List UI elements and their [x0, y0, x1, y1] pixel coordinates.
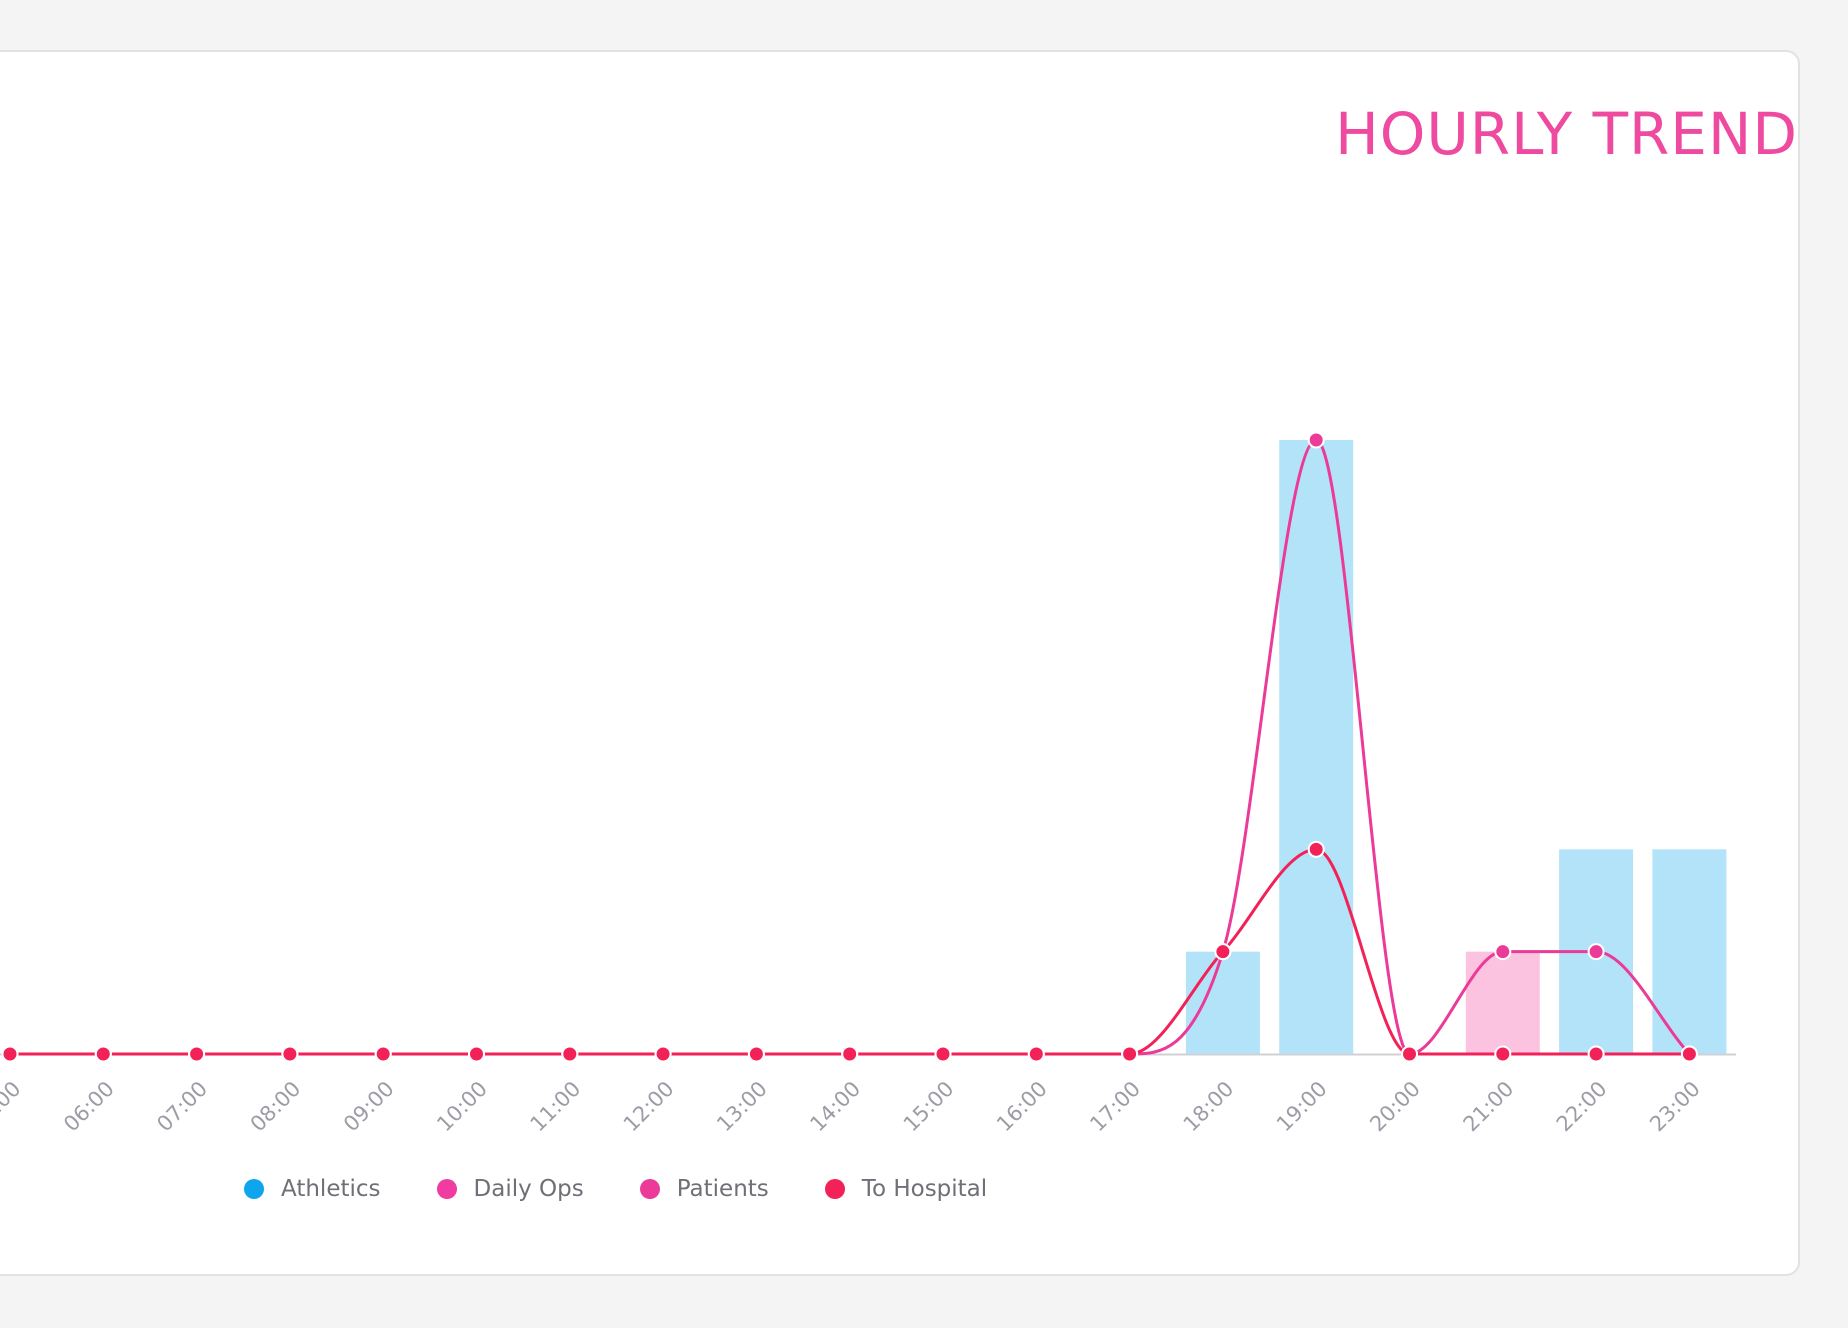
point-to-hospital-0600[interactable]	[94, 1045, 112, 1063]
x-tick-label: 19:00	[1272, 1077, 1332, 1137]
line-to-hospital	[10, 847, 1690, 1056]
x-tick-label: 10:00	[432, 1077, 492, 1137]
point-to-hospital-1800[interactable]	[1214, 943, 1232, 961]
point-to-hospital-2100[interactable]	[1494, 1045, 1512, 1063]
x-tick-label: 13:00	[712, 1077, 772, 1137]
x-tick-label: 17:00	[1085, 1077, 1145, 1137]
x-tick-label: 22:00	[1552, 1077, 1612, 1137]
line-layer	[10, 438, 1691, 1056]
x-tick-label: 07:00	[152, 1077, 212, 1137]
point-to-hospital-1100[interactable]	[561, 1045, 579, 1063]
bar-daily-ops-2100	[1465, 951, 1540, 1054]
legend-swatch-athletics	[244, 1179, 264, 1199]
point-to-hospital-1700[interactable]	[1121, 1045, 1139, 1063]
x-tick-label: 11:00	[526, 1077, 586, 1137]
x-tick-label: 21:00	[1459, 1077, 1519, 1137]
point-to-hospital-1600[interactable]	[1027, 1045, 1045, 1063]
legend-item-athletics[interactable]: Athletics	[244, 1176, 381, 1202]
point-to-hospital-2200[interactable]	[1587, 1045, 1605, 1063]
x-tick-label: 16:00	[992, 1077, 1052, 1137]
chart-title: HOURLY TREND	[1335, 100, 1798, 168]
x-tick-label: 09:00	[339, 1077, 399, 1137]
bar-layer	[1185, 440, 1727, 1054]
point-to-hospital-2000[interactable]	[1401, 1045, 1418, 1063]
point-to-hospital-0500[interactable]	[1, 1045, 19, 1063]
x-tick-label: 20:00	[1365, 1077, 1425, 1137]
legend-item-patients[interactable]: Patients	[639, 1176, 769, 1202]
point-to-hospital-1400[interactable]	[841, 1045, 859, 1063]
point-to-hospital-0900[interactable]	[374, 1045, 392, 1063]
x-tick-label: 15:00	[899, 1077, 959, 1137]
x-tick-label: 23:00	[1645, 1077, 1705, 1137]
x-tick-layer: 05:00 06:00 07:00 08:00 09:00 10:00 11:00 12:00…	[0, 1077, 1705, 1137]
chart-legend: Athletics Daily Ops Patients To Hospital	[244, 1176, 1043, 1202]
point-to-hospital-1300[interactable]	[747, 1045, 765, 1063]
legend-label-to-hospital: To Hospital	[861, 1176, 988, 1202]
x-tick-label: 12:00	[619, 1077, 679, 1137]
legend-swatch-patients	[639, 1179, 660, 1199]
point-to-hospital-1000[interactable]	[468, 1045, 485, 1063]
point-to-hospital-2300[interactable]	[1680, 1045, 1698, 1063]
legend-item-daily-ops[interactable]: Daily Ops	[436, 1176, 584, 1202]
point-layer	[1, 431, 1698, 1063]
bar-athletics-1900	[1279, 440, 1354, 1054]
point-to-hospital-1500[interactable]	[934, 1045, 952, 1063]
point-to-hospital-0800[interactable]	[281, 1045, 299, 1063]
x-tick-label: 05:00	[0, 1077, 26, 1137]
point-patients-2100[interactable]	[1494, 943, 1512, 961]
legend-swatch-to-hospital	[824, 1179, 845, 1199]
point-to-hospital-1900[interactable]	[1307, 840, 1325, 858]
x-tick-label: 14:00	[805, 1077, 865, 1137]
x-tick-label: 18:00	[1179, 1077, 1239, 1137]
bar-athletics-1800	[1185, 951, 1260, 1054]
point-patients-2200[interactable]	[1587, 943, 1605, 961]
bar-athletics-2300	[1652, 849, 1727, 1054]
legend-label-patients: Patients	[676, 1176, 769, 1202]
legend-label-daily-ops: Daily Ops	[473, 1176, 584, 1202]
point-patients-1900[interactable]	[1307, 431, 1325, 449]
legend-label-athletics: Athletics	[281, 1176, 381, 1202]
legend-item-to-hospital[interactable]: To Hospital	[824, 1176, 988, 1202]
point-to-hospital-1200[interactable]	[654, 1045, 672, 1063]
line-patients	[10, 438, 1691, 1056]
point-to-hospital-0700[interactable]	[188, 1045, 206, 1063]
legend-swatch-daily-ops	[436, 1179, 457, 1199]
x-tick-label: 08:00	[246, 1077, 306, 1137]
x-tick-label: 06:00	[59, 1077, 119, 1137]
chart-card	[0, 50, 1800, 1276]
